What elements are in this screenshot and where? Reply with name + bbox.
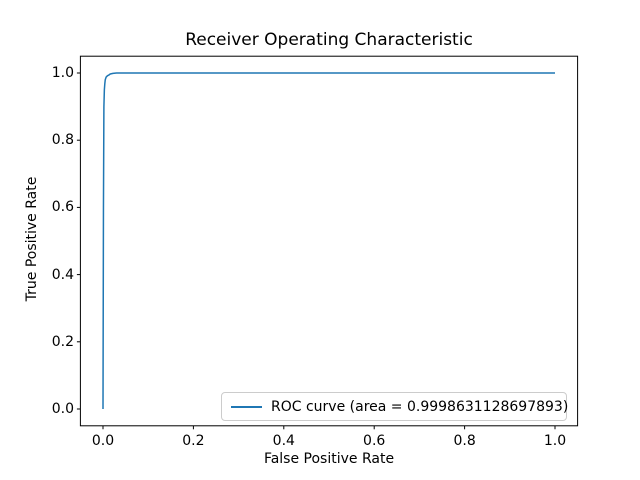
x-tick-label: 0.4 xyxy=(272,433,295,449)
x-tick-label: 0.6 xyxy=(363,433,386,449)
legend: ROC curve (area = 0.9998631128697893) xyxy=(221,392,569,421)
x-tick-label: 0.8 xyxy=(453,433,476,449)
y-tick-label: 0.4 xyxy=(51,266,74,283)
y-axis-label: True Positive Rate xyxy=(24,176,40,302)
x-tick-label: 0.2 xyxy=(182,433,205,449)
x-tick-label: 1.0 xyxy=(543,433,567,449)
x-tick-label: 0.0 xyxy=(91,433,115,449)
chart-title: Receiver Operating Characteristic xyxy=(185,30,473,50)
axes-frame xyxy=(79,55,579,427)
roc-curve-legend-label: ROC curve (area = 0.9998631128697893) xyxy=(271,398,569,415)
y-tick-label: 0.2 xyxy=(51,333,74,350)
roc-curve-line xyxy=(102,72,555,410)
y-tick-label: 0.6 xyxy=(51,199,74,216)
y-tick-label: 0.8 xyxy=(51,132,74,149)
x-axis-label: False Positive Rate xyxy=(263,451,395,467)
y-tick-label: 1.0 xyxy=(51,65,74,81)
roc-curve-legend-line-sample xyxy=(231,405,262,408)
y-tick-label: 0.0 xyxy=(51,401,74,417)
